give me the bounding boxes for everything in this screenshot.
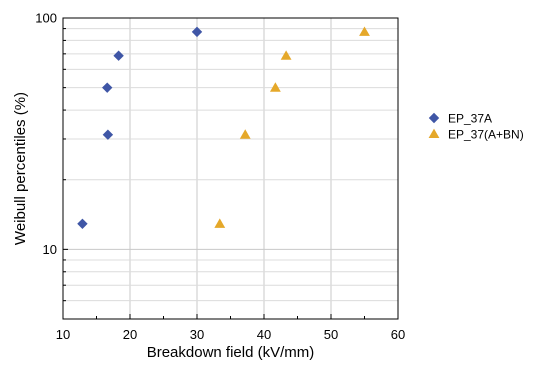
legend-item: EP_37A: [428, 112, 492, 126]
axis-ticks: [62, 17, 399, 320]
y-tick-labels: 10 100: [35, 11, 57, 257]
y-axis-title: Weibull percentiles (%): [12, 92, 29, 245]
legend-label: EP_37(A+BN): [448, 128, 524, 142]
data-point: [239, 129, 251, 139]
grid: [62, 18, 399, 320]
x-tick-label: 50: [324, 327, 338, 342]
data-point: [191, 26, 203, 38]
data-point: [102, 82, 113, 93]
x-tick-labels: 10 20 30 40 50 60: [56, 327, 405, 342]
data-point: [280, 50, 292, 60]
legend-item: EP_37(A+BN): [428, 128, 524, 142]
data-point: [214, 218, 226, 228]
legend-marker: [428, 112, 440, 124]
y-tick-label: 10: [43, 242, 57, 257]
data-point: [102, 129, 114, 140]
legend-label: EP_37A: [448, 112, 492, 126]
plot-frame: [62, 17, 399, 320]
data-point: [113, 50, 124, 61]
x-axis-title: Breakdown field (kV/mm): [147, 344, 315, 361]
data-points: [77, 26, 370, 229]
legend: EP_37A EP_37(A+BN): [428, 112, 524, 142]
x-tick-label: 20: [123, 327, 137, 342]
series-2: [214, 26, 370, 228]
series-1: [77, 26, 203, 229]
x-tick-label: 40: [257, 327, 271, 342]
legend-marker: [428, 128, 440, 139]
x-tick-label: 60: [391, 327, 405, 342]
data-point: [269, 82, 281, 92]
x-tick-label: 30: [190, 327, 204, 342]
data-point: [359, 26, 370, 36]
y-tick-label: 100: [35, 11, 57, 26]
x-tick-label: 10: [56, 327, 70, 342]
data-point: [77, 218, 88, 229]
